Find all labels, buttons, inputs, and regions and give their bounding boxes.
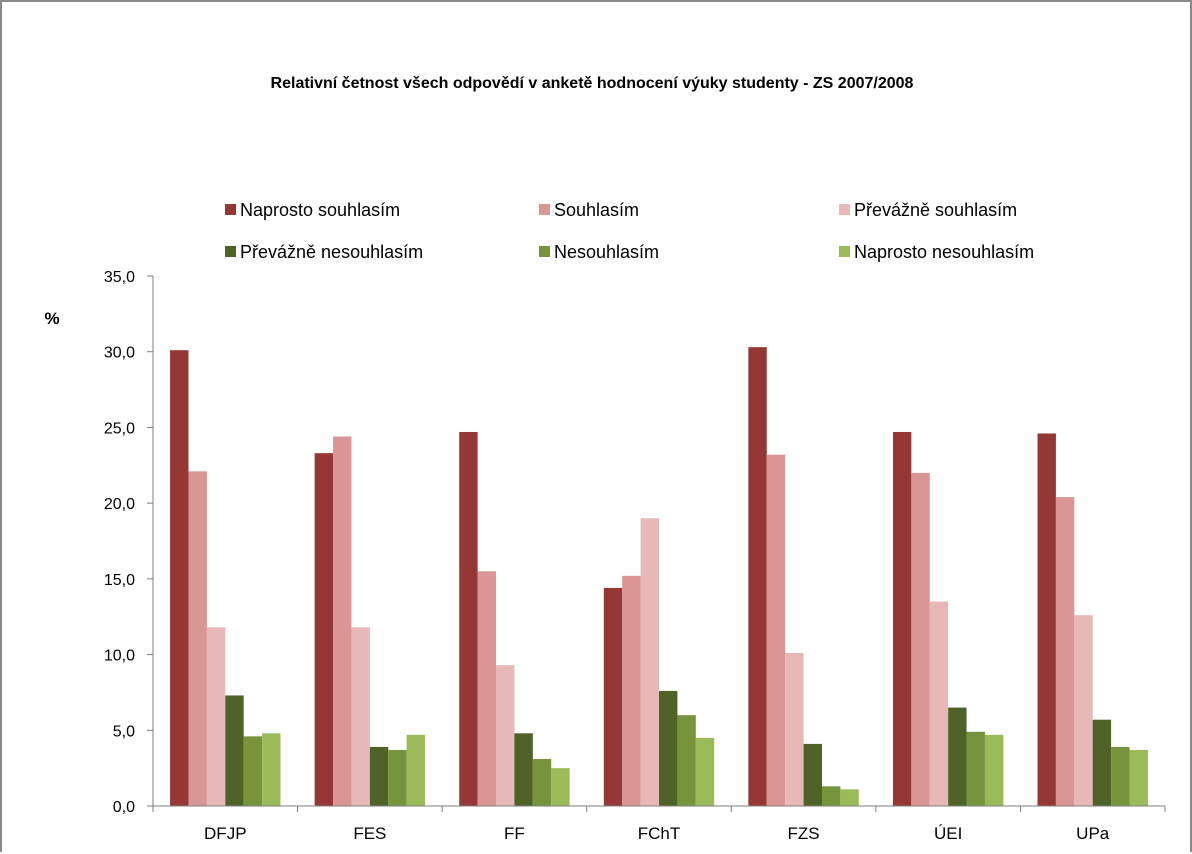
bar xyxy=(314,453,334,806)
bars xyxy=(170,347,1148,806)
bar xyxy=(948,707,967,806)
bar xyxy=(514,733,533,806)
bar xyxy=(188,471,207,806)
legend-swatch xyxy=(539,246,550,257)
legend-label: Naprosto souhlasím xyxy=(240,200,400,220)
bar xyxy=(262,733,281,806)
bar xyxy=(1055,497,1075,806)
bar xyxy=(243,736,263,806)
legend-label: Souhlasím xyxy=(554,200,639,220)
bar xyxy=(459,431,478,806)
bar xyxy=(1111,746,1130,806)
bar xyxy=(821,786,841,806)
y-axis-label: % xyxy=(44,309,59,328)
x-tick-label: UPa xyxy=(1076,824,1110,843)
bar xyxy=(840,789,859,806)
x-tick-label: FChT xyxy=(638,824,681,843)
y-tick-label: 5,0 xyxy=(113,723,135,740)
bar xyxy=(622,575,641,806)
chart-title: Relativní četnost všech odpovědí v anket… xyxy=(271,75,914,92)
legend-swatch xyxy=(225,246,236,257)
y-tick-label: 0,0 xyxy=(113,799,135,816)
legend: Naprosto souhlasím Souhlasím Převážně souh… xyxy=(225,200,1034,262)
bar xyxy=(477,571,497,806)
y-tick-label: 35,0 xyxy=(104,269,135,286)
bar xyxy=(1074,615,1093,806)
bar xyxy=(695,737,715,806)
y-tick-label: 10,0 xyxy=(104,648,135,665)
legend-label: Nesouhlasím xyxy=(554,242,659,262)
bar xyxy=(1037,433,1056,806)
legend-label: Převážně nesouhlasím xyxy=(240,242,423,262)
bar xyxy=(496,665,515,806)
bar xyxy=(677,715,696,806)
bar xyxy=(803,743,822,806)
legend-swatch xyxy=(225,204,236,215)
bar xyxy=(640,518,659,806)
bar xyxy=(388,749,407,806)
bar xyxy=(785,653,804,806)
y-axis: 0,0 5,0 10,0 15,0 20,0 25,0 30,0 35,0 xyxy=(104,269,154,816)
y-tick-label: 30,0 xyxy=(104,345,135,362)
x-tick-label: DFJP xyxy=(204,824,247,843)
legend-label: Převážně souhlasím xyxy=(854,200,1017,220)
legend-swatch xyxy=(539,204,550,215)
bar xyxy=(406,734,426,806)
y-tick-label: 15,0 xyxy=(104,572,135,589)
legend-label: Naprosto nesouhlasím xyxy=(854,242,1034,262)
x-tick-label: FES xyxy=(353,824,386,843)
y-tick-label: 25,0 xyxy=(104,420,135,437)
bar xyxy=(351,627,370,806)
bar xyxy=(369,746,389,806)
legend-swatch xyxy=(839,204,850,215)
bar xyxy=(170,350,189,806)
bar xyxy=(225,695,244,806)
bar xyxy=(551,768,570,806)
x-tick-label: FZS xyxy=(788,824,820,843)
bar xyxy=(659,690,678,806)
bar xyxy=(603,587,623,806)
bar xyxy=(929,601,949,806)
x-tick-label: FF xyxy=(504,824,525,843)
bar xyxy=(984,734,1004,806)
bar xyxy=(333,436,352,806)
bar xyxy=(206,627,226,806)
y-tick-label: 20,0 xyxy=(104,496,135,513)
bar xyxy=(766,454,786,806)
bar xyxy=(911,472,930,806)
bar xyxy=(532,759,552,806)
legend-swatch xyxy=(839,246,850,257)
x-tick-label: ÚEI xyxy=(934,824,962,843)
bar xyxy=(892,431,912,806)
bar xyxy=(1129,749,1148,806)
bar xyxy=(748,347,767,806)
bar xyxy=(1092,719,1112,806)
x-axis: DFJP FES FF FChT FZS ÚEI UPa xyxy=(152,805,1166,843)
bar xyxy=(966,731,985,806)
